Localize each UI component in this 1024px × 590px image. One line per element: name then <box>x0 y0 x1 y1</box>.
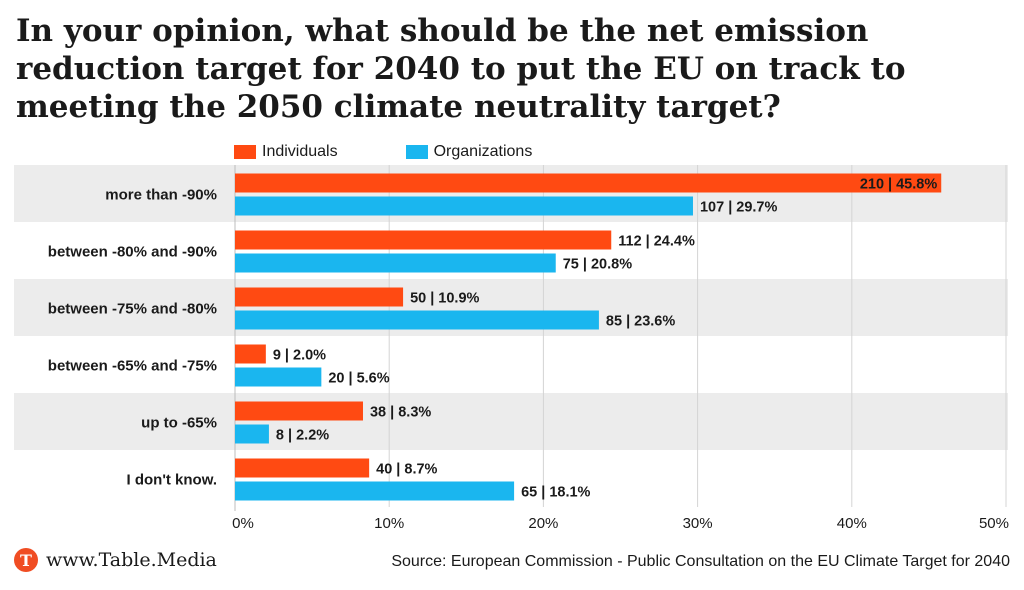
data-label: 85 | 23.6% <box>606 314 675 330</box>
data-label: 210 | 45.8% <box>860 177 938 193</box>
source-note: Source: European Commission - Public Con… <box>391 553 1010 570</box>
data-label: 75 | 20.8% <box>563 257 632 273</box>
legend-item-individuals: Individuals <box>234 143 338 161</box>
bar-individuals <box>235 230 612 250</box>
data-label: 8 | 2.2% <box>276 428 329 444</box>
bar-organizations <box>235 424 269 444</box>
brand-name: www.Table.Media <box>46 549 217 571</box>
x-tick-label: 50% <box>979 515 1009 532</box>
bar-individuals <box>235 458 370 478</box>
legend-label-organizations: Organizations <box>433 143 533 160</box>
legend-swatch-individuals <box>234 145 256 159</box>
bar-individuals <box>235 401 363 421</box>
data-label: 65 | 18.1% <box>521 485 590 501</box>
data-label: 20 | 5.6% <box>328 371 389 387</box>
bar-individuals <box>235 173 942 193</box>
brand-logo[interactable]: T www.Table.Media <box>14 548 217 572</box>
x-tick-label: 40% <box>837 515 867 532</box>
bar-individuals <box>235 287 404 307</box>
bar-organizations <box>235 310 599 330</box>
category-label: I don't know. <box>127 472 218 489</box>
bar-individuals <box>235 344 266 364</box>
bar-organizations <box>235 196 693 216</box>
category-label: between -75% and -80% <box>48 301 217 318</box>
table-media-logo-icon: T <box>14 548 38 572</box>
category-label: more than -90% <box>105 187 217 204</box>
bar-chart: more than -90% 210 | 45.8% 107 | 29.7% betw… <box>14 165 1009 532</box>
x-tick-label: 30% <box>683 515 713 532</box>
bar-organizations <box>235 481 515 501</box>
legend-item-organizations: Organizations <box>405 143 533 161</box>
legend-swatch-organizations <box>405 145 428 159</box>
legend: Individuals Organizations <box>234 142 600 162</box>
legend-label-individuals: Individuals <box>262 143 338 160</box>
x-tick-label: 0% <box>232 515 254 532</box>
x-tick-label: 20% <box>528 515 558 532</box>
data-label: 40 | 8.7% <box>376 462 437 478</box>
category-label: up to -65% <box>141 415 217 432</box>
data-label: 107 | 29.7% <box>700 200 778 216</box>
row-band <box>14 393 1008 450</box>
chart-title: In your opinion, what should be the net … <box>16 13 906 125</box>
data-label: 112 | 24.4% <box>618 234 695 250</box>
bar-organizations <box>235 367 322 387</box>
category-label: between -80% and -90% <box>48 244 217 261</box>
data-label: 50 | 10.9% <box>410 291 479 307</box>
category-label: between -65% and -75% <box>48 358 217 375</box>
bar-organizations <box>235 253 556 273</box>
data-label: 9 | 2.0% <box>273 348 326 364</box>
data-label: 38 | 8.3% <box>370 405 431 421</box>
x-tick-label: 10% <box>374 515 404 532</box>
